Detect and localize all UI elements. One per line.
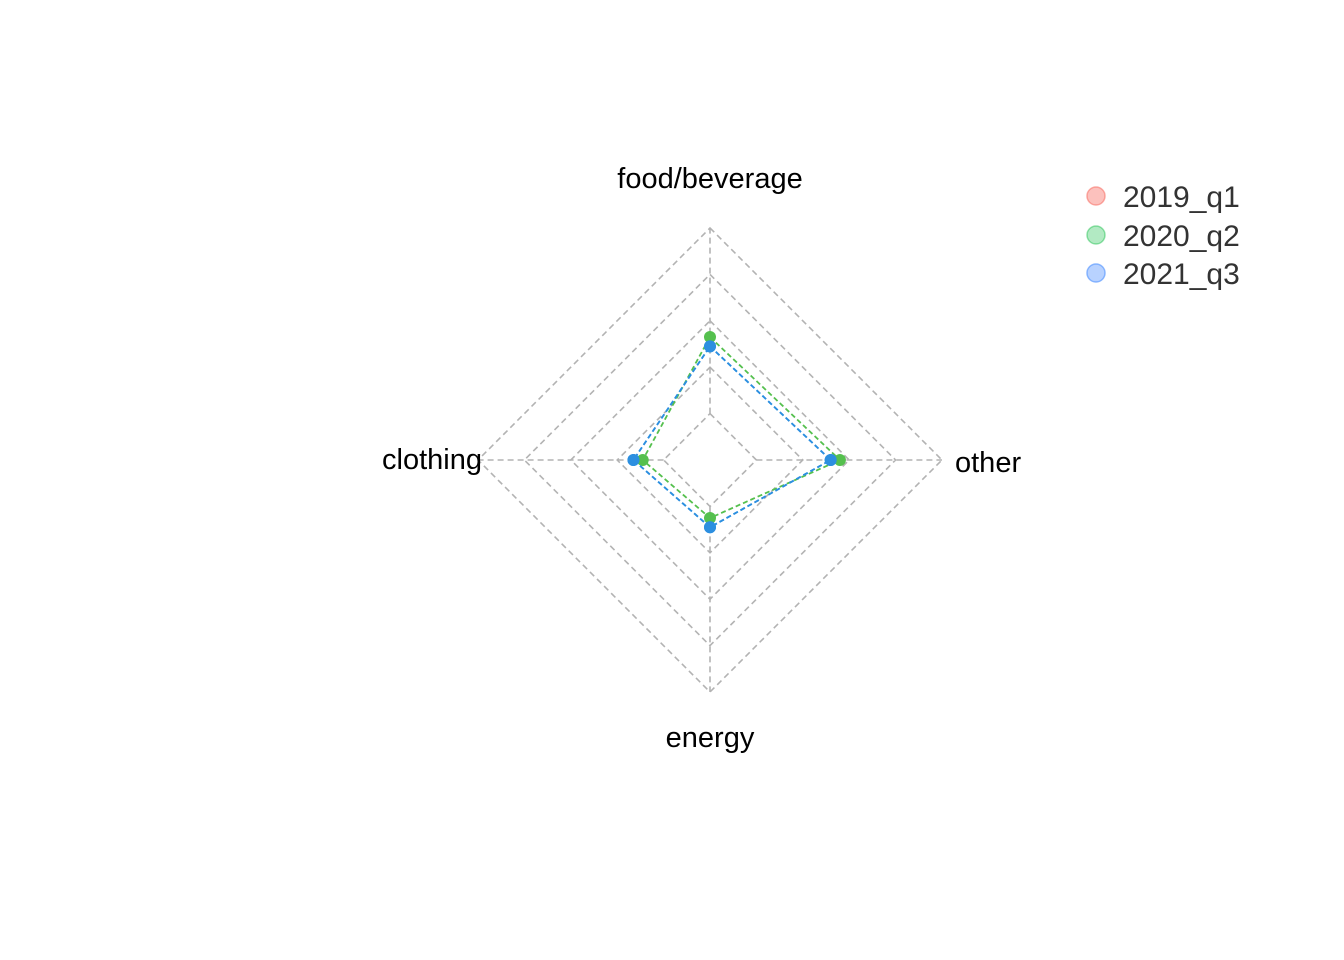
- grid-ring: [523, 273, 897, 647]
- point-2021-q3-other: [824, 454, 837, 466]
- axis-label-other: other: [955, 447, 1021, 479]
- point-2020-q2-food-beverage: [704, 331, 716, 344]
- point-2020-q2-energy: [704, 512, 716, 524]
- grid-ring: [476, 226, 944, 694]
- legend-key-2021-q3: [1086, 263, 1106, 283]
- legend-key-2019-q1: [1086, 186, 1106, 206]
- series-line-2019-q1: [632, 344, 833, 529]
- series-line-2020-q2: [641, 335, 842, 520]
- axis-labels: food/beverage other energy clothing: [382, 163, 1021, 754]
- axis-label-energy: energy: [666, 722, 755, 754]
- point-2020-q2-clothing: [636, 454, 649, 466]
- legend-label-2020-q2: 2020_q2: [1123, 220, 1240, 253]
- series-2020-q2: [636, 331, 846, 524]
- legend: 2019_q1 2020_q2 2021_q3: [1086, 181, 1240, 291]
- axis-label-clothing: clothing: [382, 444, 482, 476]
- radar-series: [627, 331, 846, 534]
- legend-label-2021-q3: 2021_q3: [1123, 258, 1240, 291]
- grid-ring: [616, 366, 804, 554]
- legend-label-2019-q1: 2019_q1: [1123, 181, 1240, 214]
- point-2021-q3-clothing: [627, 454, 640, 466]
- point-2021-q3-food-beverage: [704, 340, 716, 353]
- radar-grid: [476, 226, 944, 694]
- series-line-2021-q3: [632, 344, 833, 529]
- legend-key-2020-q2: [1086, 225, 1106, 245]
- series-2021-q3: [627, 340, 837, 534]
- point-2020-q2-other: [833, 454, 846, 466]
- grid-ring: [662, 412, 758, 508]
- axis-label-food-beverage: food/beverage: [617, 163, 802, 195]
- point-2021-q3-energy: [704, 521, 716, 534]
